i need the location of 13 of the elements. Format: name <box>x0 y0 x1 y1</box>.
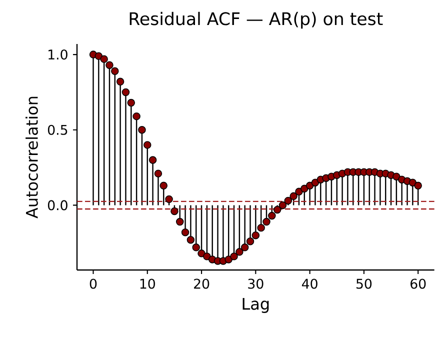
x-tick-label: 50 <box>356 278 372 289</box>
x-tick-label: 0 <box>90 278 97 289</box>
x-tick-label: 40 <box>302 278 318 289</box>
x-tick-label: 20 <box>194 278 210 289</box>
y-tick-label: 0.5 <box>48 124 68 135</box>
x-axis-title: Lag <box>242 298 269 313</box>
y-axis-title: Autocorrelation <box>26 96 38 218</box>
x-tick-label: 30 <box>248 278 264 289</box>
x-tick-label: 60 <box>410 278 426 289</box>
chart-title: Residual ACF — AR(p) on test <box>130 12 383 29</box>
x-tick-label: 10 <box>140 278 155 289</box>
y-tick-label: 0.0 <box>48 200 68 210</box>
y-tick-label: 1.0 <box>48 49 68 60</box>
